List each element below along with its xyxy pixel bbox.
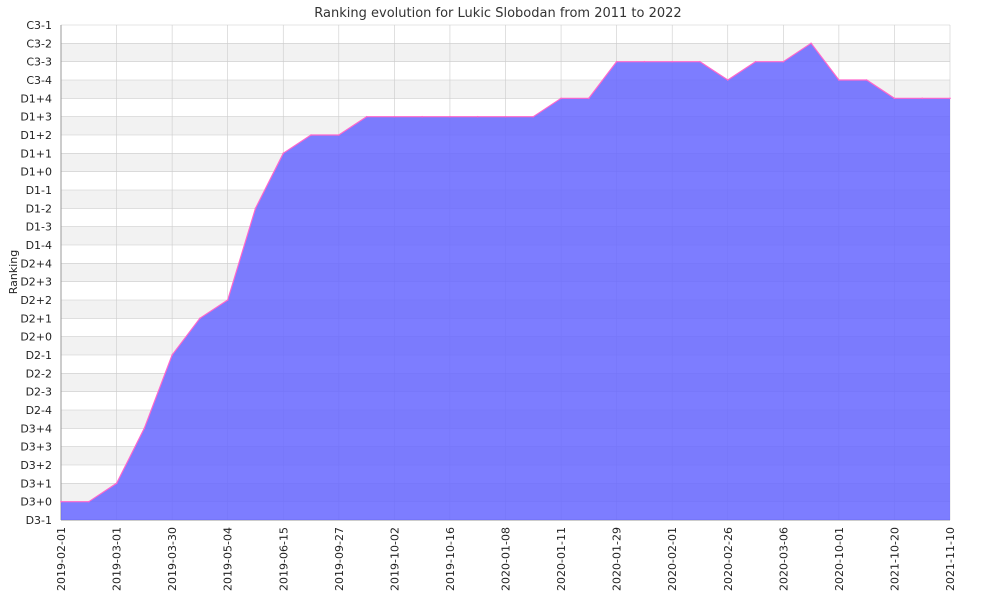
y-tick-label: D1-3: [26, 221, 52, 234]
y-tick-label: D2+3: [20, 276, 52, 289]
data-point: [60, 500, 62, 503]
data-point: [532, 115, 535, 118]
data-point: [338, 134, 340, 136]
y-tick-label: D2-4: [26, 404, 52, 417]
y-tick-label: D3+4: [20, 422, 52, 435]
data-point: [588, 97, 590, 100]
y-tick-label: D1-1: [26, 184, 52, 197]
x-tick-label: 2019-03-01: [111, 527, 124, 591]
x-tick-label: 2019-09-27: [333, 527, 346, 591]
data-point: [199, 317, 201, 320]
data-point: [754, 60, 757, 63]
y-tick-label: D2+4: [20, 257, 52, 270]
y-tick-label: D2-1: [26, 349, 52, 362]
data-point: [865, 79, 868, 81]
y-tick-label: D2+0: [20, 331, 52, 344]
y-axis-label: Ranking: [7, 250, 20, 295]
y-tick-label: D3+3: [20, 441, 52, 454]
data-point: [921, 97, 924, 100]
x-tick-label: 2020-02-01: [666, 527, 679, 591]
x-tick-label: 2020-01-08: [500, 527, 513, 591]
data-point: [365, 115, 368, 118]
x-tick-label: 2019-03-30: [166, 527, 179, 591]
y-tick-label: D2+2: [20, 294, 52, 307]
data-point: [726, 79, 729, 81]
data-point: [949, 97, 951, 100]
y-tick-label: D1-2: [26, 202, 52, 215]
y-tick-label: D1+4: [20, 92, 52, 105]
data-point: [421, 115, 423, 118]
x-tick-label: 2019-06-15: [277, 527, 290, 591]
x-axis-ticks: 2019-02-01 2019-03-01 2019-03-30 2019-05-04…: [55, 527, 957, 591]
data-point: [87, 500, 90, 503]
x-tick-label: 2020-10-01: [833, 527, 846, 591]
y-tick-label: D2+1: [20, 312, 52, 325]
y-tick-label: D2-2: [26, 367, 52, 380]
data-point: [893, 97, 896, 100]
x-tick-label: 2021-10-20: [888, 527, 901, 591]
data-point: [671, 60, 673, 63]
series-area: [61, 43, 950, 521]
x-tick-label: 2020-01-29: [611, 527, 624, 591]
data-point: [699, 60, 701, 63]
data-point: [171, 354, 173, 356]
data-point: [115, 482, 118, 485]
area-layer: [60, 42, 951, 521]
data-point: [838, 79, 840, 81]
data-point: [254, 207, 257, 210]
y-tick-label: C3-3: [26, 56, 52, 69]
chart-title: Ranking evolution for Lukic Slobodan fro…: [314, 6, 681, 21]
y-tick-label: D1+0: [20, 166, 52, 179]
y-tick-label: D1-4: [26, 239, 52, 252]
data-point: [504, 115, 507, 118]
y-tick-label: D3-1: [26, 514, 52, 527]
y-tick-label: C3-4: [26, 74, 52, 87]
x-tick-label: 2020-01-11: [555, 527, 568, 591]
y-tick-label: D3+1: [20, 477, 52, 490]
data-point: [782, 60, 785, 63]
data-point: [810, 42, 812, 45]
y-tick-label: D2-3: [26, 386, 52, 399]
y-tick-label: D1+1: [20, 147, 52, 160]
data-point: [476, 115, 479, 118]
y-tick-label: C3-2: [26, 37, 52, 50]
y-tick-label: D1+3: [20, 111, 52, 124]
data-point: [449, 115, 451, 118]
x-tick-label: 2019-05-04: [222, 527, 235, 591]
y-tick-label: D3+0: [20, 496, 52, 509]
data-point: [310, 134, 312, 136]
data-point: [615, 60, 618, 63]
data-point: [560, 97, 562, 100]
data-point: [226, 299, 229, 301]
data-point: [282, 152, 285, 155]
x-tick-label: 2019-10-02: [388, 527, 401, 591]
x-tick-label: 2020-03-06: [777, 527, 790, 591]
y-tick-label: D1+2: [20, 129, 52, 142]
x-tick-label: 2021-11-10: [944, 527, 957, 591]
y-tick-label: D3+2: [20, 459, 52, 472]
y-tick-label: C3-1: [26, 19, 52, 32]
x-tick-label: 2019-10-16: [444, 527, 457, 591]
x-tick-label: 2020-02-26: [722, 527, 735, 591]
y-axis-ticks: D3-1 D3+0 D3+1 D3+2 D3+3 D3+4 D2-4 D2-3 D2-2 D2-1…: [20, 19, 52, 527]
x-tick-label: 2019-02-01: [55, 527, 68, 591]
data-point: [143, 427, 146, 430]
data-point: [393, 115, 396, 118]
data-point: [643, 60, 646, 63]
